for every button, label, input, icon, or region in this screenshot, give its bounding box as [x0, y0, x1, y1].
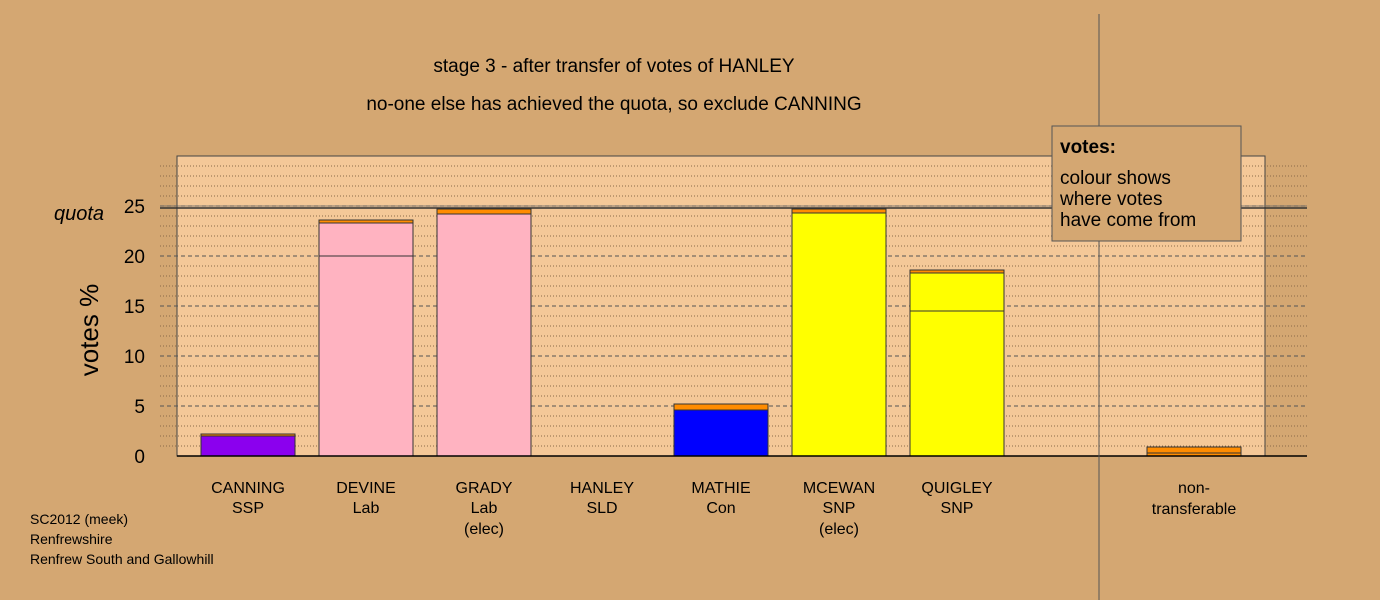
quota-label: quota — [54, 203, 104, 225]
y-tick-label: 20 — [124, 247, 145, 268]
x-tick-label: CANNING — [211, 480, 285, 497]
x-tick-label: QUIGLEY — [921, 480, 992, 497]
x-tick-label: MCEWAN — [803, 480, 875, 497]
x-tick-sublabel: SNP — [941, 500, 974, 517]
bar-canning-segment — [200, 433, 296, 437]
legend-line: have come from — [1060, 210, 1196, 231]
bar-grady-segment — [436, 213, 532, 457]
x-tick-label: MATHIE — [691, 480, 750, 497]
bar-quigley-segment — [909, 269, 1005, 274]
bar-mathie-segment — [673, 409, 769, 457]
bar-quigley-segment — [909, 272, 1005, 312]
footer-line: Renfrew South and Gallowhill — [30, 551, 214, 567]
bar-devine-segment — [318, 222, 414, 257]
legend-heading: votes: — [1060, 137, 1116, 158]
x-tick-sublabel: transferable — [1152, 501, 1237, 518]
legend-line: where votes — [1059, 189, 1162, 210]
bar-mathie-segment — [673, 403, 769, 411]
x-tick-sublabel: Lab — [471, 500, 498, 517]
x-tick-sublabel: SNP — [823, 500, 856, 517]
x-tick-sublabel: SLD — [586, 500, 617, 517]
x-tick-sublabel: (elec) — [464, 521, 504, 538]
chart-subtitle: no-one else has achieved the quota, so e… — [366, 94, 861, 115]
x-tick-label: HANLEY — [570, 480, 634, 497]
x-tick-label: GRADY — [456, 480, 513, 497]
x-tick-sublabel: SSP — [232, 500, 264, 517]
y-tick-label: 5 — [134, 397, 145, 418]
y-axis-label: votes % — [74, 284, 104, 377]
legend-line: colour shows — [1060, 168, 1171, 189]
bar-nontransferable-segment — [1146, 446, 1242, 454]
chart-title: stage 3 - after transfer of votes of HAN… — [433, 56, 794, 77]
bar-grady-segment — [436, 208, 532, 215]
bar-devine-segment — [318, 219, 414, 224]
y-tick-label: 15 — [124, 297, 145, 318]
legend-box — [1051, 125, 1242, 242]
footer-line: Renfrewshire — [30, 531, 113, 547]
x-tick-sublabel: Con — [706, 500, 735, 517]
y-tick-label: 0 — [134, 447, 145, 468]
bar-mcewan-segment — [791, 208, 887, 214]
x-tick-sublabel: Lab — [353, 500, 380, 517]
x-tick-label: non- — [1178, 480, 1210, 497]
x-tick-sublabel: (elec) — [819, 521, 859, 538]
bar-mcewan-segment — [791, 212, 887, 457]
y-tick-label: 10 — [124, 347, 145, 368]
bar-canning-segment — [200, 435, 296, 457]
x-tick-label: DEVINE — [336, 480, 396, 497]
y-tick-label: 25 — [124, 197, 145, 218]
footer-line: SC2012 (meek) — [30, 511, 128, 527]
bar-quigley-segment — [909, 310, 1005, 457]
bar-devine-segment — [318, 255, 414, 457]
